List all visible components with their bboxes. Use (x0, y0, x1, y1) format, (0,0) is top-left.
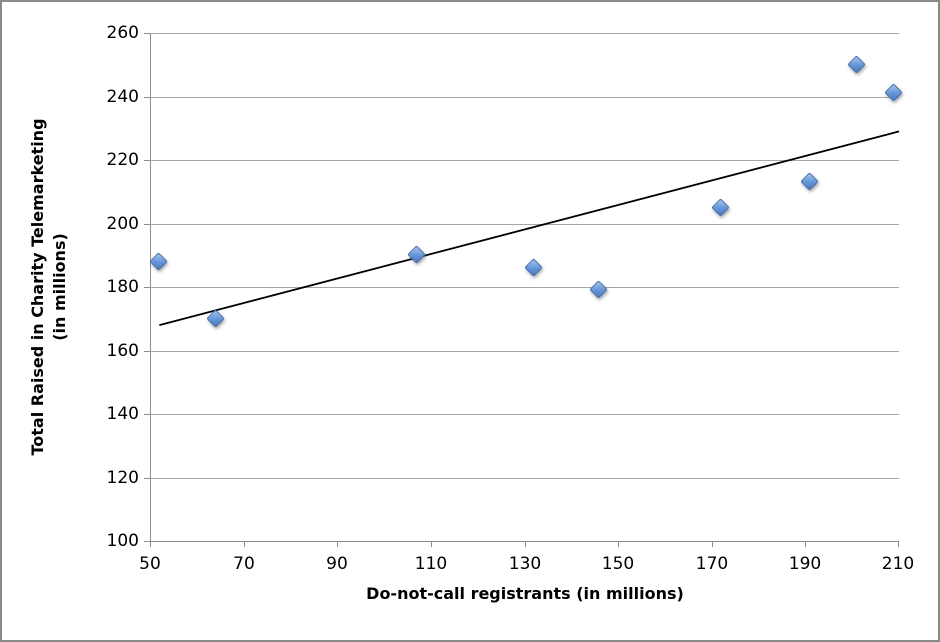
x-axis-tick-mark (431, 542, 432, 547)
diamond-marker-shape (711, 197, 730, 217)
x-axis-tick-label: 110 (414, 554, 448, 574)
y-axis-tick-mark (144, 287, 150, 288)
y-axis-tick-label: 260 (106, 23, 139, 43)
data-point-marker (884, 83, 904, 103)
data-point-marker (800, 172, 819, 191)
x-axis-tick-mark (525, 542, 526, 547)
y-axis-tick-mark (144, 351, 150, 352)
x-axis-tick-label: 50 (139, 554, 161, 574)
x-axis-tick-mark (244, 542, 245, 547)
x-axis-tick-label: 90 (326, 554, 348, 574)
data-point-marker (407, 245, 426, 264)
x-axis-tick-label: 150 (601, 554, 635, 574)
data-point-marker (205, 309, 225, 328)
y-axis-tick-mark (144, 541, 150, 542)
gridline (150, 351, 899, 352)
gridline (150, 97, 899, 98)
x-axis-tick-label: 210 (881, 554, 915, 574)
y-axis-title-line1: Total Raised in Charity Telemarketing (28, 118, 47, 456)
x-axis-tick-mark (618, 542, 619, 547)
diamond-marker-shape (524, 258, 543, 277)
x-axis-line (150, 541, 899, 542)
y-axis-tick-label: 240 (106, 87, 139, 107)
diamond-marker-shape (205, 309, 225, 328)
gridline (150, 224, 899, 225)
x-axis-tick-label: 70 (233, 554, 255, 574)
x-axis-tick-mark (150, 542, 151, 547)
y-axis-tick-label: 200 (106, 214, 139, 234)
x-axis-tick-mark (337, 542, 338, 547)
x-axis-tick-mark (898, 542, 899, 547)
gridline (150, 478, 899, 479)
y-axis-tick-mark (144, 224, 150, 225)
data-point-marker (589, 280, 609, 299)
gridline (150, 160, 899, 161)
y-axis-tick-mark (144, 33, 150, 34)
y-axis-tick-mark (144, 478, 150, 479)
y-axis-tick-label: 180 (106, 277, 139, 297)
x-axis-tick-label: 190 (788, 554, 822, 574)
gridline (150, 287, 899, 288)
data-point-marker (711, 197, 730, 217)
plot-area (144, 33, 904, 547)
y-axis-tick-mark (144, 97, 150, 98)
y-axis-tick-mark (144, 160, 150, 161)
gridline (150, 33, 899, 34)
diamond-marker-shape (800, 172, 819, 191)
y-axis-tick-mark (144, 414, 150, 415)
x-axis-tick-mark (805, 542, 806, 547)
diamond-marker-shape (149, 251, 169, 271)
y-axis-tick-label: 220 (106, 150, 139, 170)
y-axis-tick-label: 100 (106, 531, 139, 551)
diamond-marker-shape (589, 280, 609, 299)
y-axis-tick-label: 120 (106, 468, 139, 488)
y-axis-tick-label: 160 (106, 341, 139, 361)
diamond-marker-shape (407, 245, 426, 264)
data-point-marker (524, 258, 543, 277)
data-point-marker (149, 251, 169, 271)
gridline (150, 414, 899, 415)
x-axis-tick-label: 170 (695, 554, 729, 574)
y-axis-tick-label: 140 (106, 404, 139, 424)
diamond-marker-shape (884, 83, 904, 103)
trendline (159, 130, 900, 326)
diamond-marker-shape (847, 55, 866, 74)
x-axis-tick-mark (712, 542, 713, 547)
x-axis-tick-label: 130 (508, 554, 542, 574)
data-point-marker (847, 55, 866, 74)
x-axis-title: Do-not-call registrants (in millions) (366, 584, 684, 603)
